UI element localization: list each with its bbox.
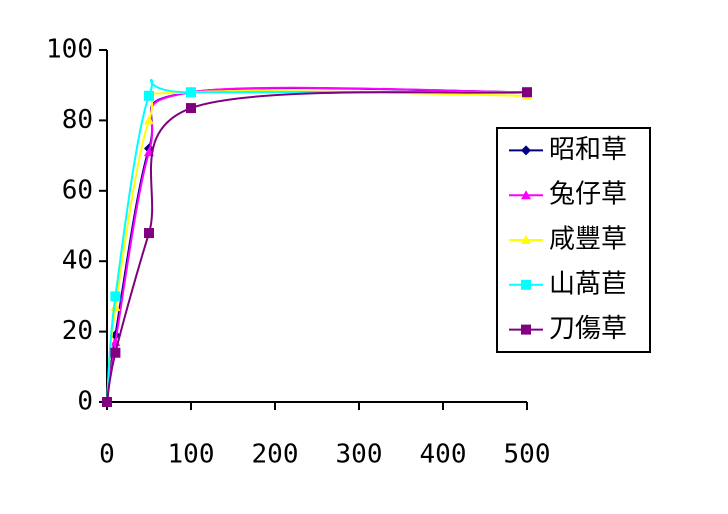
y-tick-label: 0 xyxy=(77,387,93,417)
y-tick-label: 60 xyxy=(62,175,93,205)
y-tick-label: 100 xyxy=(46,35,93,65)
x-tick-label: 200 xyxy=(252,440,299,470)
marker xyxy=(521,235,531,244)
marker xyxy=(522,87,532,98)
legend-label: 昭和草 xyxy=(549,135,627,165)
x-tick-label: 300 xyxy=(336,440,383,470)
marker xyxy=(144,115,154,125)
marker xyxy=(144,90,154,101)
x-tick-label: 400 xyxy=(420,440,467,470)
marker xyxy=(521,190,531,200)
marker xyxy=(186,103,196,114)
marker xyxy=(144,228,154,239)
x-tick-label: 0 xyxy=(99,440,115,470)
legend-label: 刀傷草 xyxy=(549,314,627,344)
series-line xyxy=(106,78,528,403)
series-line xyxy=(106,87,528,403)
marker xyxy=(521,145,531,156)
legend-label: 兔仔草 xyxy=(549,180,627,210)
y-tick-label: 80 xyxy=(62,105,93,135)
legend-label: 咸豐草 xyxy=(549,225,627,255)
marker xyxy=(521,279,531,290)
x-tick-label: 500 xyxy=(504,440,551,470)
marker xyxy=(186,87,196,98)
marker xyxy=(102,397,112,407)
legend-label: 山萵苣 xyxy=(549,269,627,299)
y-tick-label: 20 xyxy=(62,316,93,346)
marker xyxy=(521,324,531,335)
marker xyxy=(110,347,121,358)
marker xyxy=(110,291,121,302)
series-line xyxy=(106,86,528,403)
x-tick-label: 100 xyxy=(168,440,215,470)
y-tick-label: 40 xyxy=(62,246,93,276)
series-line xyxy=(106,89,528,403)
series-line xyxy=(106,91,528,403)
